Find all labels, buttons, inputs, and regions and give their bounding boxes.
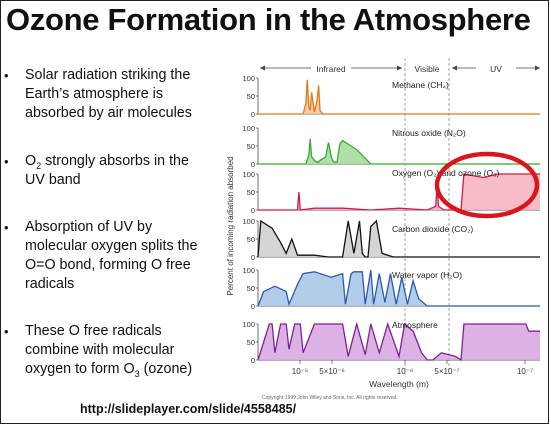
x-tick-label: 10⁻⁷	[517, 367, 533, 376]
y-tick-label: 100	[242, 320, 255, 329]
bullet-text: O2 strongly absorbs in the UV band	[25, 152, 220, 190]
x-tick-label: 10⁻⁶	[397, 367, 413, 376]
bullet-text: Absorption of UV by molecular oxygen spli…	[25, 218, 220, 294]
bullet-line: Earth’s atmosphere is	[25, 86, 164, 102]
bullet-line: oxygen to form O3 (ozone)	[25, 361, 193, 379]
band-arrowhead-right	[535, 65, 540, 71]
series-line	[257, 269, 540, 307]
highlight-ellipse	[434, 151, 540, 219]
y-tick-label: 100	[242, 266, 255, 275]
bullet-dot-icon: •	[4, 154, 9, 169]
bullet-line: UV band	[25, 172, 81, 188]
x-tick-label: 10⁻⁵	[292, 367, 308, 376]
bullet-dot-icon: •	[4, 220, 9, 235]
series-label: Methane (CH₄)	[392, 80, 449, 90]
series-label: Oxygen (O₂) and ozone (O₃)	[392, 168, 500, 178]
bullet-text: Solar radiation striking the Earth’s atmo…	[25, 66, 220, 123]
band-label: UV	[490, 64, 502, 74]
series-label: Carbon dioxide (CO₂)	[392, 224, 473, 234]
bullet-line: O2 strongly absorbs in the	[25, 153, 189, 171]
absorption-chart: Infrared Visible UV Percent of incoming rad…	[226, 58, 540, 401]
bullet-line: absorbed by air molecules	[25, 105, 192, 121]
y-tick-label: 50	[247, 284, 255, 293]
series-label: Water vapor (H₂O)	[392, 270, 462, 280]
series-area	[258, 174, 540, 210]
y-axis-label: Percent of incoming radiation absorbed	[226, 156, 235, 295]
y-tick-label: 0	[251, 110, 255, 119]
y-tick-label: 0	[251, 356, 255, 365]
y-tick-label: 100	[242, 74, 255, 83]
y-tick-label: 50	[247, 235, 255, 244]
y-tick-label: 50	[247, 188, 255, 197]
slide-title: Ozone Formation in the Atmosphere	[6, 2, 531, 37]
copyright-text: Copyright 1999 John Wiley and Sons, Inc.…	[262, 395, 398, 401]
bullet-line: radicals	[25, 276, 75, 292]
band-arrowhead-left	[452, 65, 457, 71]
band-arrowhead-right	[397, 65, 402, 71]
band-label-bg	[407, 61, 447, 74]
x-axis-label: Wavelength (m)	[369, 379, 429, 389]
bullet-dot-icon: •	[4, 68, 9, 83]
series-line	[257, 219, 540, 258]
series-area	[258, 138, 540, 164]
band-label-bg	[476, 61, 516, 74]
series-line	[257, 321, 540, 362]
series-line	[258, 138, 540, 165]
series-line	[258, 79, 540, 115]
y-tick-label: 0	[251, 253, 255, 262]
source-url[interactable]: http://slideplayer.com/slide/4558485/	[80, 402, 297, 416]
series-line	[258, 173, 540, 211]
y-tick-label: 50	[247, 338, 255, 347]
bullet-line: Absorption of UV by	[25, 219, 153, 235]
band-label: Infrared	[316, 64, 346, 74]
bullet-line: These O free radicals	[25, 323, 162, 339]
series-label: Atmosphere	[392, 320, 438, 330]
x-tick-label: 5×10⁻⁶	[319, 367, 345, 376]
y-tick-label: 0	[251, 206, 255, 215]
y-tick-label: 100	[242, 124, 255, 133]
bullet-dot-icon: •	[4, 324, 9, 339]
y-tick-label: 100	[242, 217, 255, 226]
y-tick-label: 50	[247, 142, 255, 151]
bullet-line: molecular oxygen splits the	[25, 238, 198, 254]
series-label: Nitrous oxide (N₂O)	[392, 128, 466, 138]
band-label: Visible	[415, 64, 440, 74]
y-tick-label: 0	[251, 302, 255, 311]
series-area	[258, 270, 540, 306]
y-tick-label: 100	[242, 170, 255, 179]
bullet-line: O=O bond, forming O free	[25, 257, 191, 273]
series-area	[258, 324, 540, 360]
band-arrowhead-left	[260, 65, 265, 71]
band-label-bg	[311, 61, 351, 74]
x-tick-label: 5×10⁻⁷	[434, 367, 459, 376]
y-tick-label: 50	[247, 92, 255, 101]
bullet-line: Solar radiation striking the	[25, 67, 191, 83]
y-tick-label: 0	[251, 160, 255, 169]
bullet-line: combine with molecular	[25, 342, 175, 358]
bullet-text: These O free radicals combine with molecu…	[25, 322, 220, 379]
